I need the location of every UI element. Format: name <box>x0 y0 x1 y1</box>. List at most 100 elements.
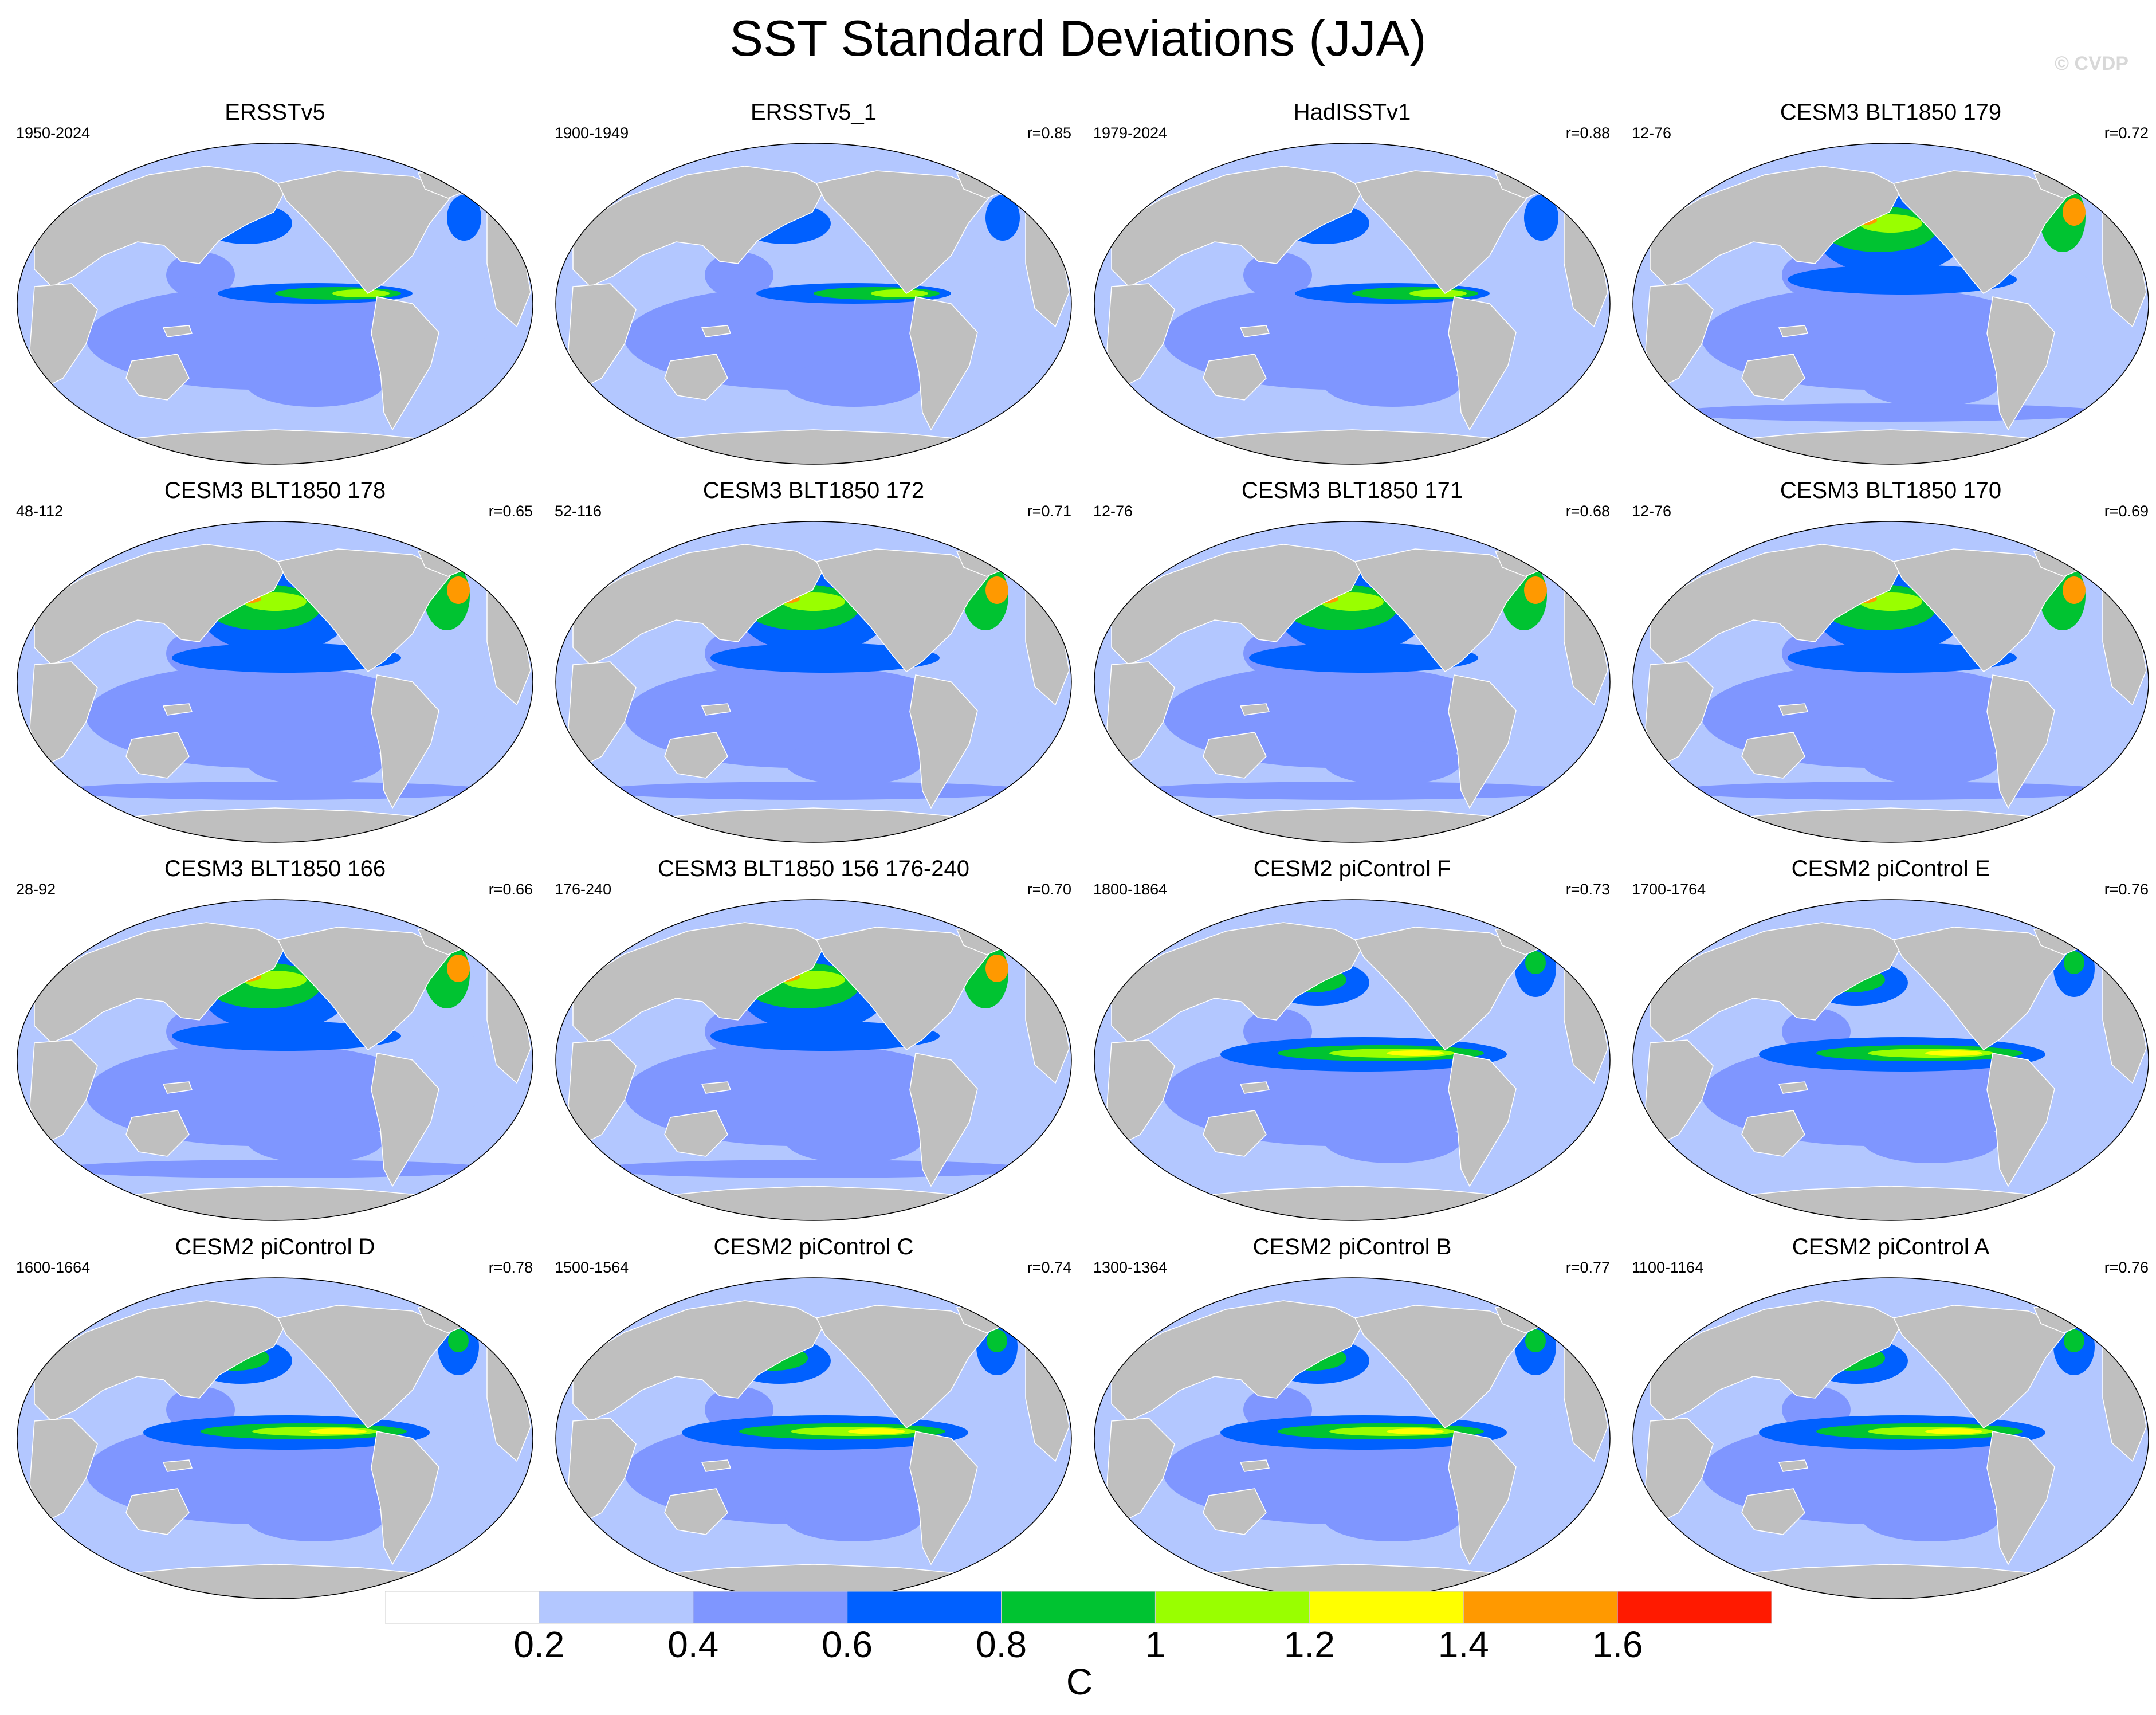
sst-contour-region <box>705 252 773 298</box>
panel-correlation: r=0.74 <box>1027 1259 1071 1276</box>
cvdp-watermark: © CVDP <box>2055 53 2128 74</box>
panel-correlation: r=0.70 <box>1027 881 1071 898</box>
land-mass <box>701 1081 732 1094</box>
sst-contour-region <box>1387 1050 1444 1056</box>
sst-contour-region <box>1788 643 2017 673</box>
land-mass <box>1650 922 1903 1043</box>
land-mass <box>1741 732 1805 779</box>
panel-period: 1900-1949 <box>555 124 629 142</box>
land-mass <box>34 166 288 287</box>
panel-correlation: r=0.68 <box>1565 503 1610 520</box>
land-mass <box>1354 927 1531 1050</box>
map-border <box>1632 899 2149 1221</box>
land-mass <box>664 1488 728 1535</box>
land-mass <box>1986 674 2055 809</box>
sst-std-map <box>1094 899 1611 1221</box>
panel-title: CESM3 BLT1850 179 <box>1780 100 2002 125</box>
figure-title: SST Standard Deviations (JJA) <box>729 10 1427 66</box>
sst-contour-region <box>166 252 235 298</box>
land-mass <box>1448 296 1517 431</box>
sst-contour-region <box>1134 782 1570 800</box>
land-mass <box>371 296 439 431</box>
map-border <box>17 1277 533 1599</box>
land-mass <box>34 922 288 1043</box>
land-mass <box>277 170 454 294</box>
panel-title: CESM3 BLT1850 156 176-240 <box>657 856 970 881</box>
sst-contour-region <box>246 1117 384 1163</box>
colorbar-tick-label: 1.2 <box>1283 1624 1335 1665</box>
map-panel: CESM2 piControl E 1700-1764 r=0.76 <box>1621 854 2156 1255</box>
panel-title: CESM2 piControl A <box>1792 1234 1990 1259</box>
sst-contour-region <box>785 1117 922 1163</box>
land-mass <box>1741 354 1805 401</box>
colorbar-box <box>1154 1591 1310 1624</box>
panel-correlation: r=0.85 <box>1027 124 1071 142</box>
sst-contour-region <box>246 739 384 785</box>
panel-period: 176-240 <box>555 881 612 898</box>
colorbar-tick-label: 1 <box>1145 1624 1166 1665</box>
land-mass <box>1203 1488 1267 1535</box>
sst-contour-region <box>985 195 1020 241</box>
panel-correlation: r=0.77 <box>1565 1259 1610 1276</box>
map-border <box>1094 143 1611 465</box>
land-mass <box>1650 544 1903 665</box>
sst-contour-region <box>1862 361 2000 407</box>
land-mass <box>162 1459 193 1472</box>
sst-contour-region <box>447 576 470 604</box>
land-mass <box>572 922 826 1043</box>
colorbar-box <box>385 1591 540 1624</box>
land-mass <box>1448 1053 1517 1187</box>
map-border <box>1094 521 1611 843</box>
sst-contour-region <box>1524 195 1558 241</box>
land-mass <box>1203 1110 1267 1157</box>
land-mass <box>371 674 439 809</box>
sst-contour-region <box>2063 576 2086 604</box>
land-mass <box>1778 1081 1809 1094</box>
panel-correlation: r=0.66 <box>488 881 533 898</box>
land-mass <box>572 166 826 287</box>
map-panel: CESM3 BLT1850 178 48-112 r=0.65 <box>6 476 544 877</box>
sst-contour-region <box>1249 643 1478 673</box>
panel-title: CESM3 BLT1850 172 <box>702 478 925 503</box>
land-mass <box>1650 1300 1903 1422</box>
sst-std-map <box>17 521 533 843</box>
sst-contour-region <box>985 955 1008 982</box>
sst-contour-region <box>246 361 384 407</box>
panel-correlation: r=0.73 <box>1565 881 1610 898</box>
land-mass <box>277 548 454 672</box>
land-mass <box>125 1488 190 1535</box>
land-mass <box>664 354 728 401</box>
colorbar-unit-label: C <box>1066 1661 1093 1702</box>
land-mass <box>371 1431 439 1565</box>
panel-title: CESM2 piControl E <box>1791 856 1990 881</box>
land-mass <box>34 544 288 665</box>
panel-period: 1700-1764 <box>1632 881 1706 898</box>
land-mass <box>162 1081 193 1094</box>
sst-contour-region <box>785 1496 922 1541</box>
map-panel: CESM2 piControl F 1800-1864 r=0.73 <box>1083 854 1621 1255</box>
colorbar <box>385 1591 1772 1624</box>
sst-std-map <box>17 899 533 1221</box>
sst-std-map <box>555 143 1072 465</box>
colorbar-tick-label: 0.2 <box>513 1624 565 1665</box>
land-mass <box>1986 1053 2055 1187</box>
land-mass <box>815 927 992 1050</box>
land-mass <box>162 703 193 716</box>
sst-contour-region <box>2064 1329 2084 1352</box>
land-mass <box>34 1300 288 1422</box>
panel-title: CESM3 BLT1850 166 <box>164 856 386 881</box>
map-panel: HadISSTv1 1979-2024 r=0.88 <box>1083 97 1621 499</box>
panel-period: 1100-1164 <box>1632 1259 1704 1276</box>
map-border <box>17 521 533 843</box>
land-mass <box>701 325 732 337</box>
panel-period: 12-76 <box>1632 124 1672 142</box>
sst-contour-region <box>1525 1329 1546 1352</box>
sst-contour-region <box>1862 1496 2000 1541</box>
map-border <box>1632 143 2149 465</box>
land-mass <box>277 1305 454 1428</box>
colorbar-tick-label: 1.4 <box>1438 1624 1489 1665</box>
land-mass <box>1239 1081 1270 1094</box>
colorbar-box <box>1001 1591 1156 1624</box>
land-mass <box>1778 703 1809 716</box>
land-mass <box>1354 170 1531 294</box>
